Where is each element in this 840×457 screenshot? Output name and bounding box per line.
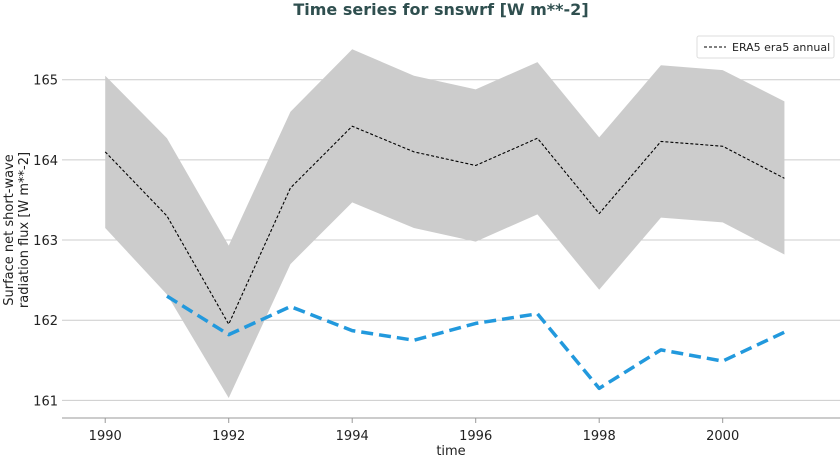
chart-title: Time series for snswrf [W m**-2] (293, 0, 588, 19)
x-tick-label: 1994 (336, 429, 369, 444)
series-line-2 (166, 294, 786, 391)
y-axis-label-line-2: radiation flux [W m**-2] (17, 152, 32, 308)
uncertainty-band-layer (105, 49, 785, 398)
x-axis-label: time (436, 444, 465, 457)
x-axis-ticks: 1990 1992 1994 1996 1998 2000 (89, 418, 739, 444)
y-tick-label: 161 (33, 394, 58, 409)
y-axis-label: Surface net short-wave radiation flux [W… (2, 152, 32, 308)
y-tick-label: 164 (33, 154, 58, 169)
x-tick-label: 1990 (89, 429, 122, 444)
legend-label: ERA5 era5 annual (732, 41, 830, 54)
x-tick-label: 1992 (212, 429, 245, 444)
y-tick-label: 163 (33, 234, 58, 249)
y-axis-ticks: 161 162 163 164 165 (33, 74, 58, 410)
x-tick-label: 2000 (706, 429, 739, 444)
legend-box (696, 35, 835, 59)
x-tick-label: 1998 (583, 429, 616, 444)
y-axis-label-line-1: Surface net short-wave (2, 154, 17, 306)
y-tick-label: 162 (33, 314, 58, 329)
y-tick-label: 165 (33, 74, 58, 89)
series-line-1 (104, 125, 785, 325)
series-layer (104, 125, 786, 391)
legend: ERA5 era5 annual (696, 35, 835, 59)
uncertainty-band (105, 49, 785, 398)
x-tick-label: 1996 (459, 429, 492, 444)
